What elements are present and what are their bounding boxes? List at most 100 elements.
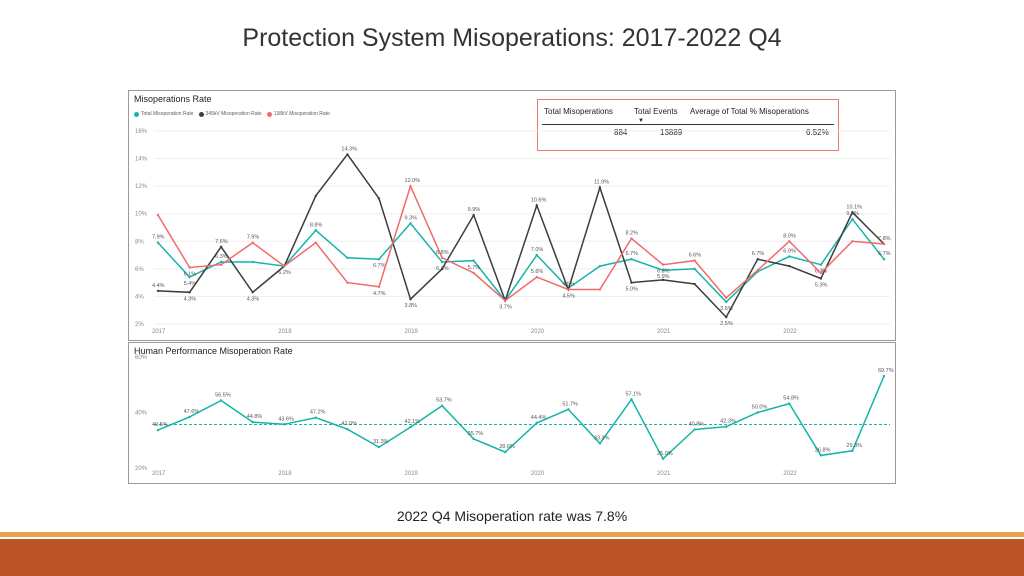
slide-title: Protection System Misoperations: 2017-20… — [242, 24, 782, 52]
data-label: 25.0% — [657, 451, 673, 457]
data-label: 9.6% — [846, 211, 859, 217]
legend-item-345kv[interactable]: 345kV Misoperation Rate — [198, 111, 262, 117]
data-point — [661, 269, 665, 272]
data-label: 7.9% — [247, 235, 260, 241]
data-point — [851, 211, 854, 214]
data-point — [567, 408, 570, 411]
data-point — [188, 266, 191, 269]
series-line-0 — [157, 375, 885, 461]
data-point — [156, 241, 160, 244]
data-point — [377, 445, 381, 449]
data-point — [598, 186, 602, 189]
data-point — [851, 218, 854, 221]
y-tick-label: 4% — [135, 294, 144, 300]
y-tick-label: 8% — [135, 239, 144, 245]
data-label: 51.7% — [562, 401, 578, 407]
data-point — [724, 315, 728, 319]
data-label: 40.5% — [152, 422, 168, 428]
data-point — [156, 428, 160, 432]
data-label: 5.3% — [815, 283, 828, 289]
chart2-title: Human Performance Misoperation Rate — [134, 346, 293, 356]
data-point — [724, 425, 728, 428]
footer-caption: 2022 Q4 Misoperation rate was 7.8% — [396, 508, 628, 524]
data-label: 6.9% — [783, 248, 796, 254]
data-point — [346, 153, 349, 156]
data-point — [661, 278, 665, 282]
misoperations-rate-chart: 2% 4% 6% 8% 10% 12% 14% 16% 2017 2018 2019 2020 2021… — [135, 129, 891, 335]
data-point — [472, 259, 475, 262]
data-label: 6.3% — [657, 269, 670, 275]
data-point — [661, 457, 665, 460]
misoperations-rate-panel: Misoperations Rate Total Misoperation Ra… — [128, 90, 896, 341]
x-tick-label: 2017 — [152, 471, 166, 477]
data-point — [788, 240, 791, 243]
human-performance-panel: Human Performance Misoperation Rate 20% 4… — [128, 342, 896, 484]
x-tick-label: 2021 — [657, 471, 671, 477]
data-point — [409, 184, 412, 188]
kpi-value-average-misoperations: 6.52% — [806, 128, 829, 137]
data-label: 6.3% — [215, 254, 228, 260]
data-point — [819, 454, 823, 457]
data-label: 6.7% — [625, 251, 638, 257]
data-label: 28.6% — [499, 444, 515, 450]
data-point — [188, 415, 191, 419]
legend-label: 138kV Misoperation Rate — [273, 111, 330, 117]
data-label: 47.6% — [184, 409, 200, 415]
data-point — [567, 288, 570, 291]
data-label: 44.8% — [247, 414, 263, 420]
data-label: 10.1% — [846, 204, 862, 210]
data-label: 10.6% — [531, 197, 547, 203]
data-label: 7.6% — [215, 239, 228, 245]
data-point — [724, 296, 728, 300]
data-label: 6.2% — [278, 270, 291, 276]
x-tick-label: 2018 — [278, 329, 292, 335]
data-label: 6.7% — [373, 263, 386, 269]
data-label: 2.5% — [720, 321, 733, 327]
footer-accent-bar — [0, 532, 1024, 537]
data-point — [314, 194, 318, 197]
data-point — [598, 442, 602, 445]
data-point — [219, 260, 223, 264]
data-label: 3.6% — [720, 306, 733, 312]
data-point — [504, 299, 507, 302]
sort-descending-icon[interactable]: ▼ — [638, 118, 644, 124]
data-point — [693, 259, 696, 262]
kpi-header-average-misoperations[interactable]: Average of Total % Misoperations — [690, 107, 809, 116]
data-point — [346, 427, 349, 431]
kpi-header-total-misoperations[interactable]: Total Misoperations — [544, 107, 613, 116]
data-point — [851, 449, 854, 452]
data-point — [251, 241, 254, 244]
data-point — [693, 428, 696, 431]
data-label: 29.3% — [846, 443, 862, 449]
data-point — [219, 245, 223, 248]
data-label: 53.7% — [436, 398, 452, 404]
data-point — [535, 275, 538, 279]
data-point — [377, 258, 381, 261]
data-point — [283, 264, 286, 268]
data-point — [440, 256, 444, 260]
legend-item-total[interactable]: Total Misoperation Rate — [134, 111, 194, 117]
y-tick-label: 14% — [135, 157, 148, 163]
data-label: 4.4% — [152, 283, 165, 289]
y-tick-label: 20% — [135, 466, 148, 472]
human-performance-chart: 20% 40% 60% 2017 2018 2019 2020 2021 2022 40.5% 47… — [135, 355, 894, 477]
data-point — [819, 271, 823, 275]
data-label: 42.3% — [720, 419, 736, 425]
data-label: 6.8% — [436, 250, 449, 256]
legend-item-138kv[interactable]: 138kV Misoperation Rate — [266, 111, 330, 117]
data-label: 7.9% — [152, 235, 165, 241]
data-point — [756, 269, 759, 272]
y-tick-label: 6% — [135, 267, 144, 273]
y-tick-label: 16% — [135, 129, 148, 135]
x-tick-label: 2020 — [531, 471, 545, 477]
data-point — [882, 258, 886, 261]
data-point — [535, 253, 538, 257]
data-point — [788, 402, 791, 405]
data-point — [251, 260, 254, 264]
data-label: 43.6% — [278, 416, 294, 422]
data-point — [882, 374, 886, 378]
y-tick-label: 2% — [135, 322, 144, 328]
kpi-header-total-events[interactable]: Total Events — [634, 107, 678, 116]
x-tick-label: 2017 — [152, 329, 166, 335]
x-tick-label: 2022 — [783, 471, 797, 477]
